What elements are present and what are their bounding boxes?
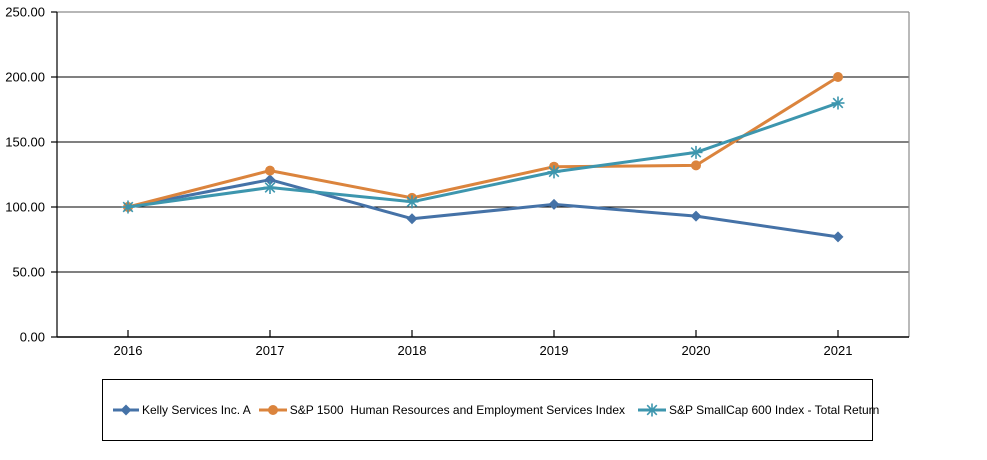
y-tick-label: 250.00 (5, 5, 45, 20)
chart-legend: Kelly Services Inc. A S&P 1500 Human Res… (102, 379, 879, 441)
legend-marker-asterisk-icon (638, 403, 667, 417)
x-tick-label: 2016 (114, 343, 143, 358)
x-tick-label: 2019 (540, 343, 569, 358)
legend-item-sp-smallcap600: S&P SmallCap 600 Index - Total Return (638, 403, 879, 417)
y-tick-label: 0.00 (20, 330, 45, 345)
series-marker (264, 174, 276, 186)
legend-label: S&P 1500 Human Resources and Employment … (289, 403, 626, 417)
legend-label: S&P SmallCap 600 Index - Total Return (669, 403, 880, 417)
series-line (126, 178, 840, 239)
series-marker (267, 405, 278, 415)
series-marker (548, 198, 560, 210)
legend-item-kelly-services: Kelly Services Inc. A (113, 403, 251, 417)
series-line (126, 101, 840, 209)
series-marker (832, 231, 844, 243)
y-tick-label: 50.00 (12, 265, 45, 280)
series-marker (691, 160, 701, 171)
legend-label: Kelly Services Inc. A (142, 403, 251, 417)
series-marker (833, 72, 843, 82)
series-marker (690, 210, 702, 222)
legend-marker-diamond-icon (113, 404, 139, 416)
y-tick-label: 150.00 (5, 135, 45, 150)
x-tick-label: 2020 (682, 343, 711, 358)
x-tick-label: 2021 (824, 343, 853, 358)
series-marker (406, 213, 418, 225)
series-marker (120, 404, 132, 416)
y-tick-label: 200.00 (5, 70, 45, 85)
x-tick-label: 2017 (256, 343, 285, 358)
legend-marker-circle-icon (258, 405, 287, 415)
y-tick-label: 100.00 (5, 200, 45, 215)
series-marker (265, 165, 275, 176)
series-line (126, 75, 840, 209)
x-tick-label: 2018 (398, 343, 427, 358)
legend-item-sp1500-hr-index: S&P 1500 Human Resources and Employment … (258, 403, 626, 417)
